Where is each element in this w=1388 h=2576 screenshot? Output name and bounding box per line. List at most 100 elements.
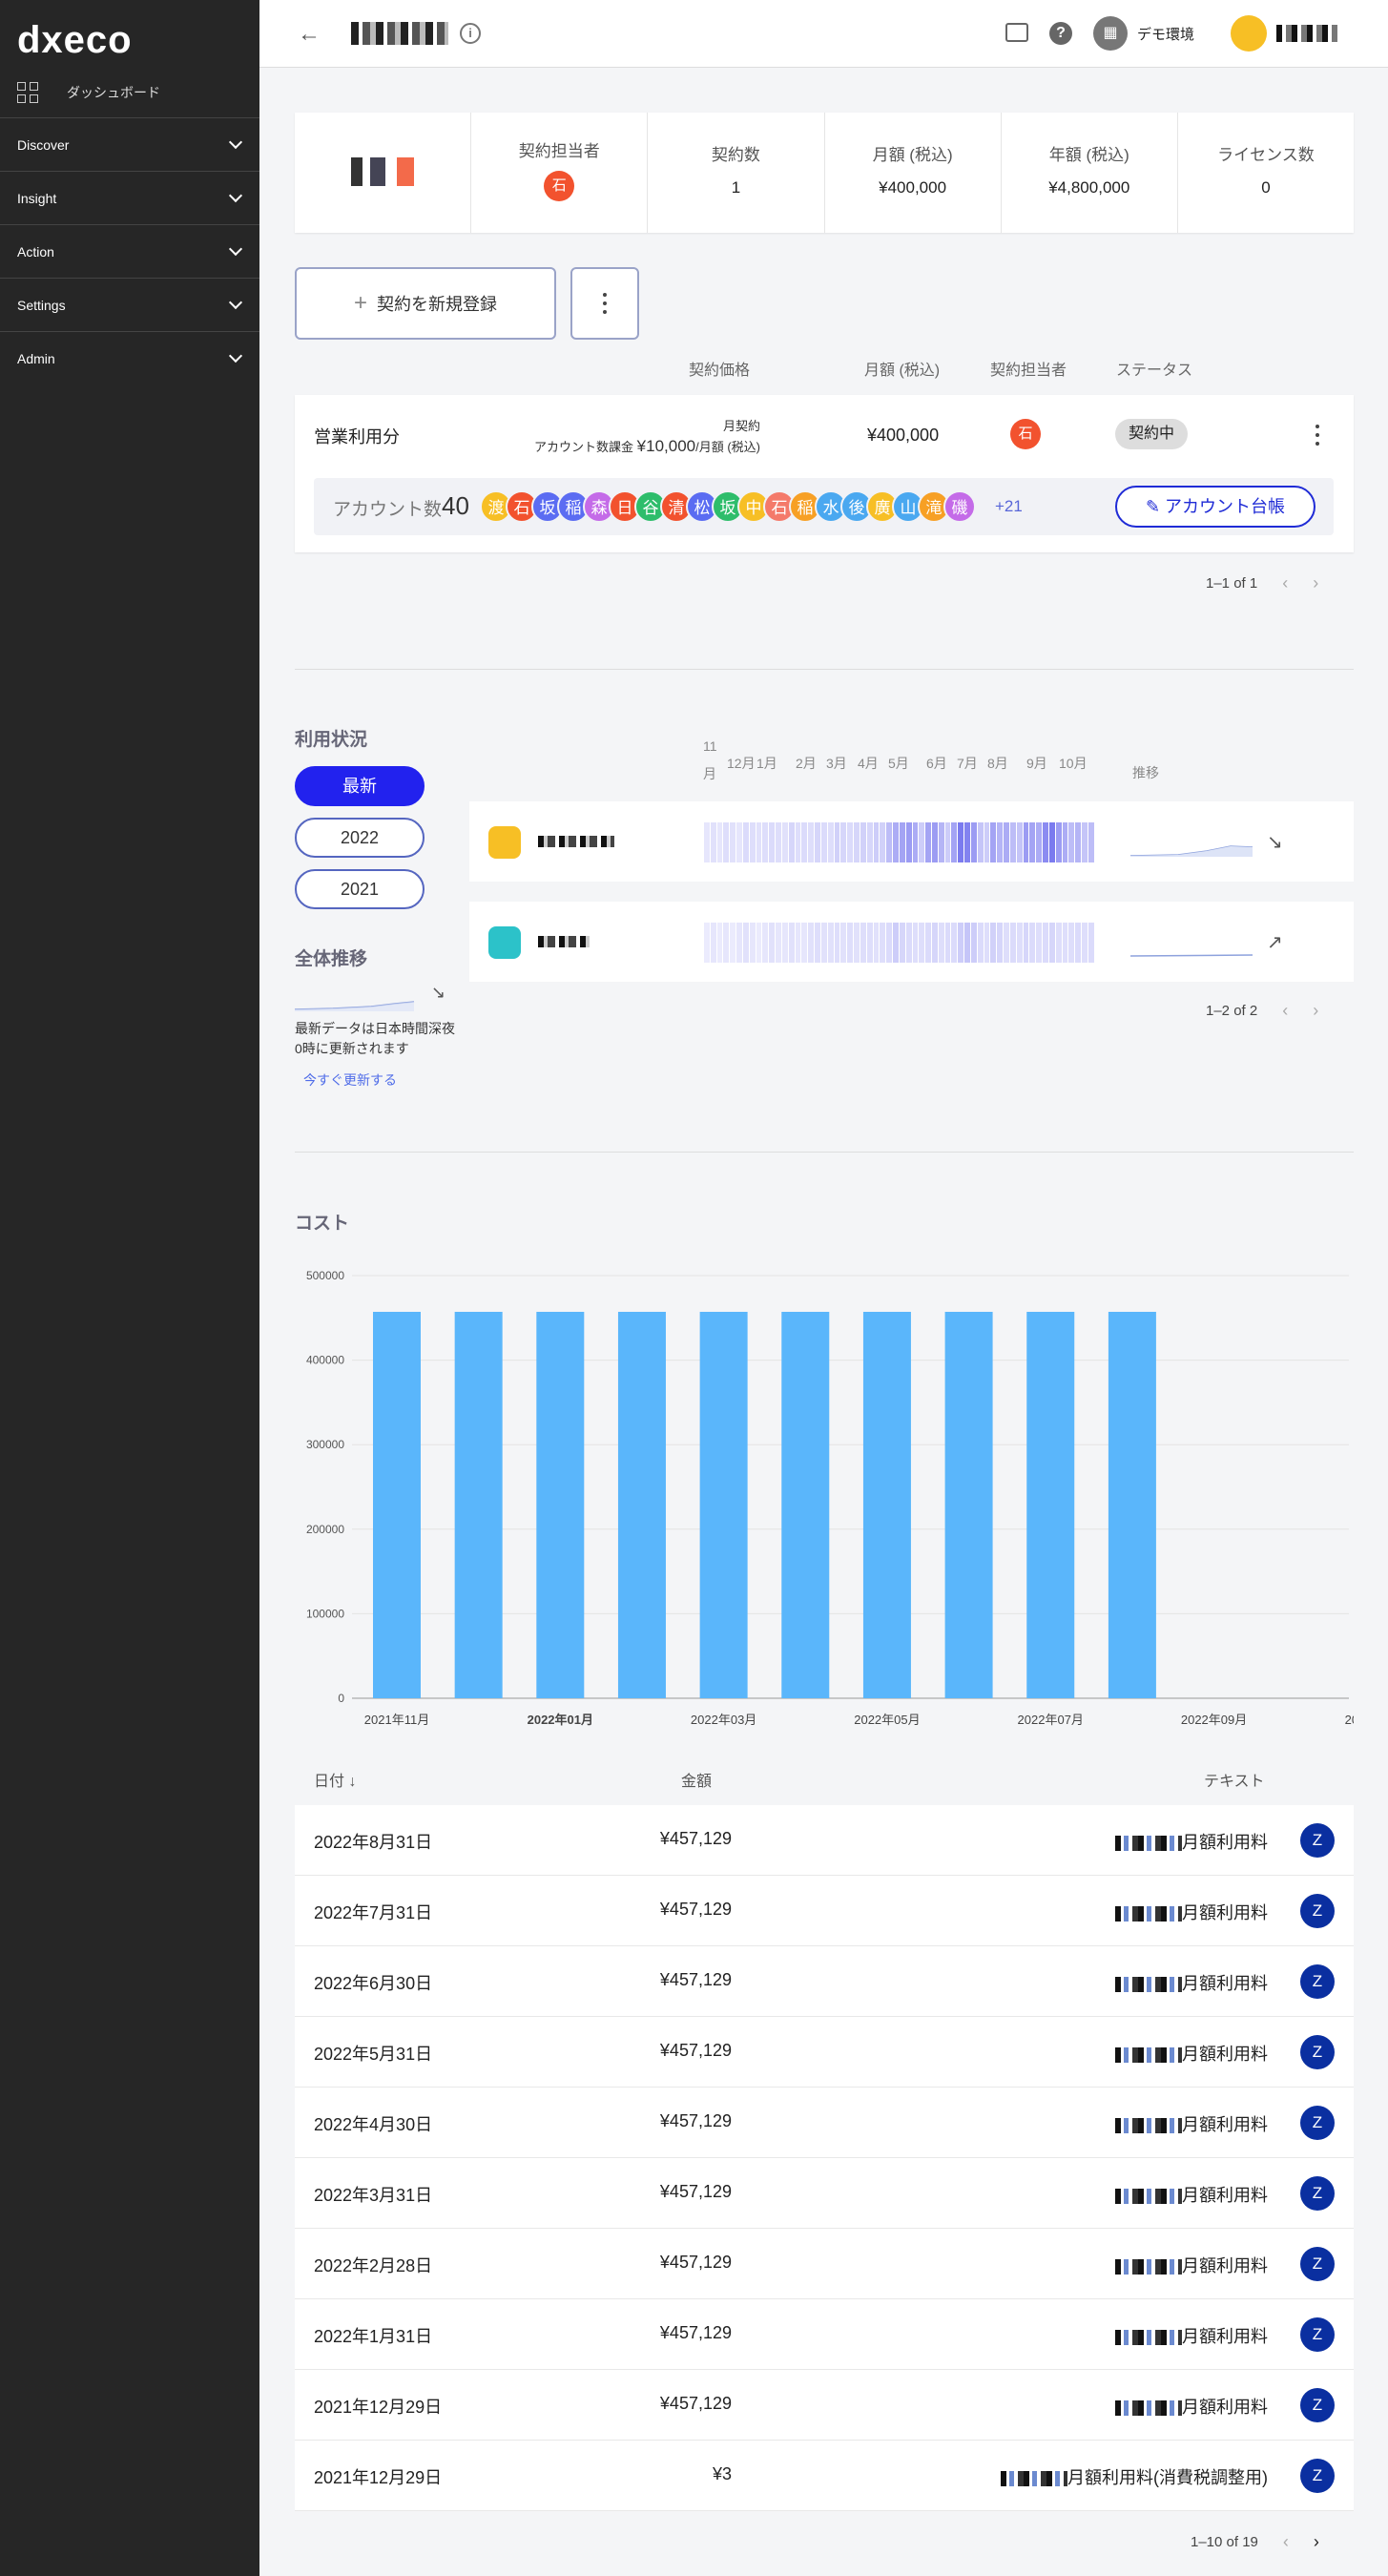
- member-avatar[interactable]: 坂: [531, 490, 564, 523]
- heat-cell: [1062, 923, 1068, 963]
- member-avatar[interactable]: 磯: [943, 490, 976, 523]
- heat-cell: [886, 822, 893, 862]
- prev-page-icon[interactable]: ‹: [1282, 1001, 1289, 1020]
- org-name[interactable]: デモ環境: [1137, 27, 1195, 43]
- plus-icon: +: [353, 290, 367, 316]
- table-row[interactable]: 2022年6月30日 ¥457,129 月額利用料 Z: [295, 1946, 1354, 2017]
- cost-bar[interactable]: [454, 1311, 503, 1698]
- top-bar: ← i ? ▦ デモ環境: [259, 0, 1388, 68]
- year-filter-latest[interactable]: 最新: [295, 766, 425, 806]
- heat-cell: [742, 822, 749, 862]
- heat-cell: [840, 822, 847, 862]
- year-filter-2022[interactable]: 2022: [295, 818, 425, 858]
- next-page-icon[interactable]: ›: [1313, 2532, 1319, 2551]
- cell-amount: ¥457,129: [659, 1900, 732, 1919]
- creator-avatar[interactable]: Z: [1300, 2459, 1335, 2493]
- member-avatar[interactable]: 水: [815, 490, 847, 523]
- heat-cell: [873, 923, 880, 963]
- usage-row[interactable]: ↗: [469, 902, 1354, 982]
- sidebar-section-action[interactable]: Action: [0, 224, 259, 278]
- table-row[interactable]: 2022年8月31日 ¥457,129 月額利用料 Z: [295, 1805, 1354, 1876]
- year-filter-2021[interactable]: 2021: [295, 869, 425, 909]
- user-name[interactable]: [1276, 25, 1337, 42]
- table-row[interactable]: 2021年12月29日 ¥3 月額利用料(消費税調整用) Z: [295, 2441, 1354, 2511]
- owner-avatar[interactable]: 石: [1010, 419, 1041, 449]
- info-icon[interactable]: i: [460, 23, 481, 44]
- usage-row[interactable]: ↘: [469, 801, 1354, 882]
- table-row[interactable]: 2022年1月31日 ¥457,129 月額利用料 Z: [295, 2299, 1354, 2370]
- table-row[interactable]: 2022年2月28日 ¥457,129 月額利用料 Z: [295, 2229, 1354, 2299]
- chat-icon[interactable]: [1005, 23, 1028, 42]
- next-page-icon[interactable]: ›: [1313, 573, 1319, 592]
- summary-yearly: 年額 (税込) ¥4,800,000: [1002, 113, 1178, 233]
- sidebar-section-insight[interactable]: Insight: [0, 171, 259, 224]
- cell-amount: ¥457,129: [659, 1970, 732, 1989]
- heat-cell: [769, 923, 776, 963]
- creator-avatar[interactable]: Z: [1300, 1964, 1335, 1999]
- creator-avatar[interactable]: Z: [1300, 1894, 1335, 1928]
- more-actions-button[interactable]: [570, 267, 639, 340]
- cost-bar[interactable]: [699, 1311, 748, 1698]
- contract-row[interactable]: 営業利用分 月契約 アカウント数課金 ¥10,000/月額 (税込) ¥400,…: [295, 395, 1354, 552]
- heat-cell: [840, 923, 847, 963]
- member-avatar[interactable]: 中: [737, 490, 770, 523]
- prev-page-icon[interactable]: ‹: [1282, 2532, 1289, 2551]
- table-row[interactable]: 2021年12月29日 ¥457,129 月額利用料 Z: [295, 2370, 1354, 2441]
- refresh-now-link[interactable]: 今すぐ更新する: [303, 1072, 397, 1088]
- table-row[interactable]: 2022年5月31日 ¥457,129 月額利用料 Z: [295, 2017, 1354, 2088]
- creator-avatar[interactable]: Z: [1300, 2106, 1335, 2140]
- sidebar-section-discover[interactable]: Discover: [0, 117, 259, 171]
- cost-bar[interactable]: [617, 1311, 666, 1698]
- help-icon[interactable]: ?: [1049, 22, 1072, 45]
- pager-text: 1–2 of 2: [1206, 1003, 1258, 1019]
- more-accounts[interactable]: +21: [995, 497, 1023, 515]
- table-row[interactable]: 2022年4月30日 ¥457,129 月額利用料 Z: [295, 2088, 1354, 2158]
- sidebar-section-admin[interactable]: Admin: [0, 331, 259, 384]
- heat-cell: [1036, 822, 1043, 862]
- table-row[interactable]: 2022年7月31日 ¥457,129 月額利用料 Z: [295, 1876, 1354, 1946]
- heat-cell: [736, 923, 742, 963]
- creator-avatar[interactable]: Z: [1300, 2176, 1335, 2211]
- account-ledger-button[interactable]: ✎ アカウント台帳: [1115, 486, 1315, 528]
- cost-bar[interactable]: [1108, 1311, 1156, 1698]
- new-contract-button[interactable]: + 契約を新規登録: [295, 267, 556, 340]
- sidebar-section-settings[interactable]: Settings: [0, 278, 259, 331]
- creator-avatar[interactable]: Z: [1300, 2247, 1335, 2281]
- month-label: 7月: [957, 756, 978, 771]
- col-header-date[interactable]: 日付 ↓: [314, 1768, 356, 1791]
- trend-down-icon: ↘: [431, 983, 446, 1002]
- pager-text: 1–1 of 1: [1206, 575, 1258, 592]
- member-avatar[interactable]: 谷: [634, 490, 667, 523]
- owner-avatar[interactable]: 石: [544, 171, 575, 201]
- back-arrow-icon[interactable]: ←: [298, 21, 321, 47]
- table-row[interactable]: 2022年3月31日 ¥457,129 月額利用料 Z: [295, 2158, 1354, 2229]
- user-avatar[interactable]: [1231, 15, 1267, 52]
- creator-avatar[interactable]: Z: [1300, 2317, 1335, 2352]
- cost-bar[interactable]: [373, 1311, 421, 1698]
- cost-bar[interactable]: [781, 1311, 830, 1698]
- summary-label: ライセンス数: [1217, 146, 1315, 164]
- month-label: 5月: [888, 756, 909, 771]
- cell-date: 2022年1月31日: [314, 2327, 433, 2346]
- creator-avatar[interactable]: Z: [1300, 2035, 1335, 2069]
- x-tick-label: 2022年07月: [1018, 1713, 1084, 1727]
- chevron-down-icon: [228, 295, 243, 309]
- row-menu-icon[interactable]: [1315, 425, 1320, 446]
- building-icon[interactable]: ▦: [1093, 16, 1128, 51]
- prev-page-icon[interactable]: ‹: [1282, 573, 1289, 592]
- creator-avatar[interactable]: Z: [1300, 2388, 1335, 2422]
- cost-bar[interactable]: [862, 1311, 911, 1698]
- cost-bar[interactable]: [1026, 1311, 1075, 1698]
- dashboard-icon: [17, 82, 38, 103]
- sidebar-item-dashboard[interactable]: ダッシュボード: [17, 78, 160, 107]
- col-header-monthly: 月額 (税込): [864, 363, 941, 379]
- creator-avatar[interactable]: Z: [1300, 1823, 1335, 1858]
- next-page-icon[interactable]: ›: [1313, 1001, 1319, 1020]
- pager-text: 1–10 of 19: [1191, 2534, 1258, 2550]
- dxeco-logo[interactable]: dxeco: [17, 19, 133, 61]
- cost-bar[interactable]: [944, 1311, 993, 1698]
- cost-bar[interactable]: [536, 1311, 585, 1698]
- x-tick-label: 2021年11月: [364, 1713, 429, 1727]
- heat-cell: [886, 923, 893, 963]
- heat-cell: [847, 923, 854, 963]
